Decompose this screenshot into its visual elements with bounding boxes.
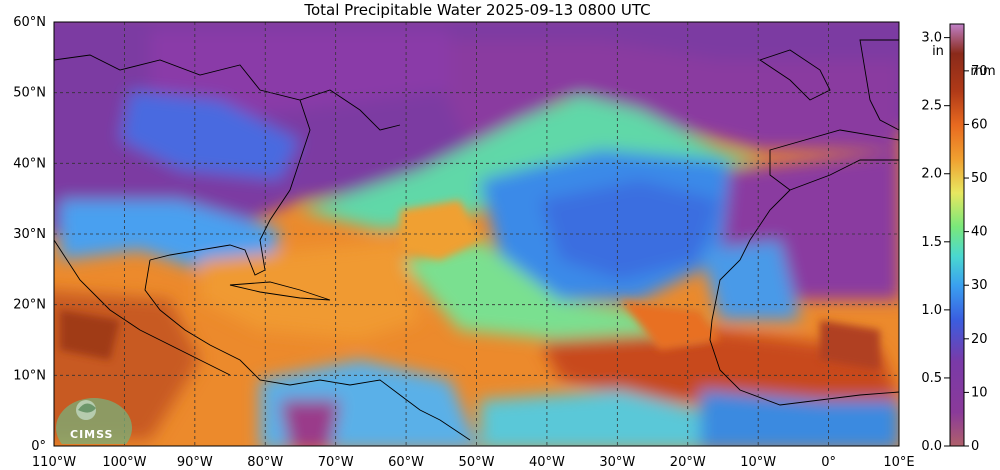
- latitude-label: 30°N: [13, 227, 46, 242]
- map-title: Total Precipitable Water 2025-09-13 0800…: [304, 1, 651, 19]
- longitude-label: 10°E: [883, 455, 914, 470]
- longitude-label: 110°W: [32, 455, 76, 470]
- coastlines: [54, 39, 899, 441]
- latitude-labels: 60°N 50°N 40°N 30°N 20°N 10°N 0°: [13, 15, 46, 454]
- longitude-label: 10°W: [740, 455, 776, 470]
- longitude-label: 30°W: [599, 455, 635, 470]
- longitude-label: 70°W: [318, 455, 354, 470]
- latitude-label: 40°N: [13, 156, 46, 171]
- precipitable-water-field: [54, 22, 899, 446]
- longitude-label: 100°W: [102, 455, 146, 470]
- colorbar-inch-label: 0.5: [921, 371, 942, 386]
- colorbar-inch-label: 3.0: [921, 31, 942, 46]
- colorbar-mm-label: 20: [971, 332, 988, 347]
- colorbar-mm-label: 50: [971, 171, 988, 186]
- graticule: [54, 22, 899, 446]
- latitude-label: 0°: [31, 439, 46, 454]
- latitude-label: 10°N: [13, 368, 46, 383]
- colorbar-mm-unit: mm: [970, 64, 995, 79]
- colorbar-inch-label: 2.0: [921, 167, 942, 182]
- longitude-label: 20°W: [670, 455, 706, 470]
- longitude-label: 80°W: [247, 455, 283, 470]
- colorbar-mm-label: 40: [971, 225, 988, 240]
- longitude-label: 60°W: [388, 455, 424, 470]
- colorbar-mm-label: 10: [971, 385, 988, 400]
- longitude-label: 0°: [821, 455, 836, 470]
- colorbar-inch-label: 2.5: [921, 99, 942, 114]
- colorbar-mm-label: 70: [971, 64, 988, 79]
- longitude-label: 90°W: [177, 455, 213, 470]
- latitude-label: 20°N: [13, 298, 46, 313]
- cimss-logo: [56, 398, 132, 444]
- colorbar-inch-ticks: 0.0 0.5 1.0 1.5 2.0 2.5 3.0: [921, 31, 950, 454]
- colorbar-inch-unit: in: [932, 44, 944, 59]
- latitude-label: 50°N: [13, 86, 46, 101]
- longitude-label: 50°W: [459, 455, 495, 470]
- colorbar: [949, 23, 965, 447]
- colorbar-inch-label: 1.5: [921, 235, 942, 250]
- latitude-label: 60°N: [13, 15, 46, 30]
- colorbar-inch-label: 0.0: [921, 439, 942, 454]
- longitude-label: 40°W: [529, 455, 565, 470]
- colorbar-mm-label: 60: [971, 117, 988, 132]
- longitude-labels: 110°W 100°W 90°W 80°W 70°W 60°W 50°W 40°W 30°W 20…: [32, 455, 915, 470]
- colorbar-mm-label: 30: [971, 278, 988, 293]
- colorbar-mm-ticks: 0 10 20 30 40 50 60 70: [964, 64, 988, 454]
- map-frame: [53, 21, 900, 447]
- colorbar-mm-label: 0: [971, 439, 979, 454]
- logo-text: CIMSS: [70, 428, 114, 441]
- colorbar-inch-label: 1.0: [921, 303, 942, 318]
